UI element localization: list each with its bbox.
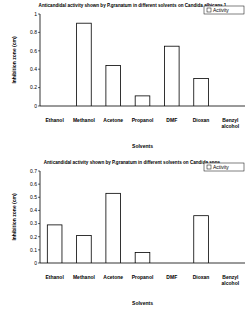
y-tick <box>38 184 40 185</box>
chart: Anticandidal activity shown by P.granatu… <box>11 3 245 149</box>
bar <box>223 106 238 107</box>
y-tick-label: 0.5 <box>30 194 37 200</box>
y-tick <box>38 32 40 33</box>
x-tick-label: Benzylalcohol <box>222 274 240 286</box>
y-tick <box>38 87 40 88</box>
y-tick <box>38 249 40 250</box>
legend-frame <box>204 6 244 14</box>
x-tick-label: Propanol <box>132 274 154 280</box>
label-line: DMF <box>166 117 177 123</box>
y-tick <box>38 263 40 264</box>
y-tick-label: 0.3 <box>30 220 37 226</box>
x-tick-label: Ethanol <box>45 117 64 123</box>
bar <box>135 252 150 263</box>
bar <box>194 78 209 106</box>
y-tick <box>38 106 40 107</box>
label-line: alcohol <box>222 280 240 286</box>
y-axis-label: Inhibition zone (cm) <box>11 36 17 84</box>
x-tick-label: Ethanol <box>45 274 64 280</box>
bar <box>164 263 179 264</box>
bar <box>164 46 179 106</box>
x-tick-label: DMF <box>166 117 177 123</box>
y-tick <box>38 171 40 172</box>
y-tick-label: 0.1 <box>30 247 37 253</box>
bar <box>77 23 92 106</box>
bars <box>77 23 209 106</box>
y-tick <box>38 69 40 70</box>
y-tick-label: 0.8 <box>30 29 37 35</box>
label-line: Dioxan <box>193 274 210 280</box>
label-line: alcohol <box>222 123 240 129</box>
x-tick-label: Methanol <box>73 117 96 123</box>
x-tick-label: Benzylalcohol <box>222 117 240 129</box>
label-line: Dioxan <box>193 117 210 123</box>
bar <box>77 235 92 263</box>
label-line: Acetone <box>103 274 123 280</box>
x-axis-label: Solvents <box>132 300 153 306</box>
y-axis-label: Inhibition zone (cm) <box>11 193 17 241</box>
y-axis <box>40 14 41 106</box>
legend-swatch <box>207 8 211 12</box>
x-tick-label: Dioxan <box>193 117 210 123</box>
y-tick <box>38 197 40 198</box>
y-tick-label: 0.4 <box>30 66 37 72</box>
x-tick-label: DMF <box>166 274 177 280</box>
y-tick-label: 0.6 <box>30 48 37 54</box>
y-tick <box>38 50 40 51</box>
label-line: Ethanol <box>45 117 64 123</box>
label-line: Acetone <box>103 117 123 123</box>
y-tick-label: 0.6 <box>30 181 37 187</box>
y-tick-label: 0.4 <box>30 207 37 213</box>
label-line: Propanol <box>132 274 154 280</box>
label-line: Methanol <box>73 274 96 280</box>
legend: Activity <box>204 163 244 171</box>
y-axis <box>40 171 41 263</box>
x-tick-label: Acetone <box>103 117 123 123</box>
bar <box>106 66 121 106</box>
x-axis-label: Solvents <box>132 143 153 149</box>
title: Anticandidal activity shown by P.granatu… <box>44 160 222 165</box>
x-tick-label: Dioxan <box>193 274 210 280</box>
y-tick <box>38 236 40 237</box>
y-tick <box>38 210 40 211</box>
bars <box>47 193 208 263</box>
x-tick-label: Methanol <box>73 274 96 280</box>
y-tick-label: 0 <box>34 260 37 266</box>
title: Anticandidal activity shown by P.granatu… <box>39 3 227 8</box>
label-line: Ethanol <box>45 274 64 280</box>
bar <box>223 263 238 264</box>
label-line: Propanol <box>132 117 154 123</box>
y-tick <box>38 223 40 224</box>
legend-label: Activity <box>213 7 229 13</box>
legend-frame <box>204 163 244 171</box>
y-tick-label: 0.7 <box>30 168 37 174</box>
bar <box>135 96 150 106</box>
label-line: Methanol <box>73 117 96 123</box>
y-tick-label: 0.2 <box>30 234 37 240</box>
x-tick-label: Propanol <box>132 117 154 123</box>
bar <box>106 193 121 263</box>
label-line: DMF <box>166 274 177 280</box>
x-tick-label: Acetone <box>103 274 123 280</box>
y-tick-label: 0.2 <box>30 84 37 90</box>
figure: Anticandidal activity shown by P.granatu… <box>0 0 250 314</box>
y-tick-label: 1 <box>34 11 37 17</box>
y-tick <box>38 14 40 15</box>
y-tick-label: 0 <box>34 103 37 109</box>
bar <box>47 225 62 263</box>
bar <box>47 106 62 107</box>
legend: Activity <box>204 6 244 14</box>
chart: Anticandidal activity shown by P.granatu… <box>11 160 245 306</box>
legend-label: Activity <box>213 164 229 170</box>
bar <box>194 216 209 263</box>
legend-swatch <box>207 165 211 169</box>
